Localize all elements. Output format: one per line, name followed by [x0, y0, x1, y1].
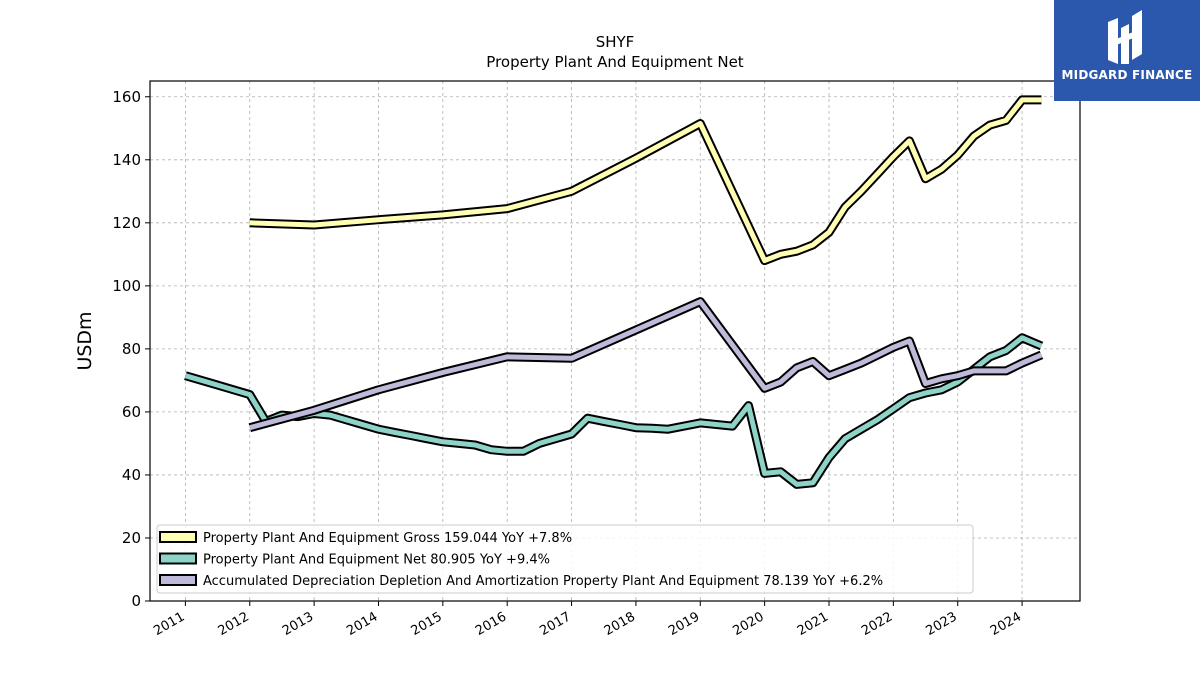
x-tick-label: 2024	[988, 609, 1024, 639]
brand-logo: MIDGARD FINANCE	[1054, 0, 1200, 101]
series-line-2	[249, 299, 1043, 431]
x-tick-label: 2020	[730, 609, 766, 639]
y-tick-label: 60	[122, 403, 141, 421]
legend-box	[156, 524, 974, 594]
legend: Property Plant And Equipment Gross 159.0…	[156, 524, 974, 594]
x-tick-label: 2022	[859, 609, 895, 639]
legend-swatch-0	[159, 531, 197, 543]
series-line-1	[184, 335, 1043, 487]
chart-subtitle: Property Plant And Equipment Net	[486, 53, 743, 71]
y-tick-label: 0	[131, 592, 141, 610]
chart-title: SHYF	[596, 33, 635, 51]
series-line-0	[249, 97, 1042, 264]
y-tick-label: 140	[112, 151, 141, 169]
plot-frame	[149, 80, 1081, 602]
y-axis-label: USDm	[74, 311, 96, 370]
x-tick-label: 2011	[151, 609, 187, 639]
x-tick-label: 2014	[344, 609, 380, 639]
legend-label-2: Accumulated Depreciation Depletion And A…	[203, 574, 883, 589]
y-tick-label: 40	[122, 466, 141, 484]
series-outline-0	[249, 95, 1042, 266]
legend-label-1: Property Plant And Equipment Net 80.905 …	[203, 553, 550, 568]
y-tick-label: 80	[122, 340, 141, 358]
y-axis: 0 20 40 60 80 100 120 140 160	[112, 88, 150, 610]
x-tick-label: 2023	[924, 609, 960, 639]
midgard-logo-icon	[1108, 10, 1142, 64]
y-tick-label: 120	[112, 214, 141, 232]
x-tick-label: 2013	[280, 609, 316, 639]
y-tick-label: 160	[112, 88, 141, 106]
x-tick-label: 2017	[537, 609, 573, 639]
x-tick-label: 2015	[409, 609, 445, 639]
x-tick-label: 2019	[666, 609, 702, 639]
x-axis: 2011 2012 2013 2014 2015 2016 2017 2018 2019 2020…	[151, 601, 1024, 639]
x-tick-label: 2018	[602, 609, 638, 639]
brand-name: MIDGARD FINANCE	[1061, 68, 1193, 82]
grid	[150, 81, 1080, 602]
series-lines	[184, 95, 1044, 489]
legend-swatch-1	[159, 552, 197, 565]
x-tick-label: 2016	[473, 609, 509, 639]
series-outline-2	[248, 297, 1044, 433]
legend-swatch-2	[159, 574, 197, 586]
x-tick-label: 2021	[795, 609, 831, 639]
y-tick-label: 100	[112, 277, 141, 295]
y-tick-label: 20	[122, 529, 141, 547]
x-tick-label: 2012	[216, 609, 252, 639]
legend-label-0: Property Plant And Equipment Gross 159.0…	[203, 531, 572, 546]
